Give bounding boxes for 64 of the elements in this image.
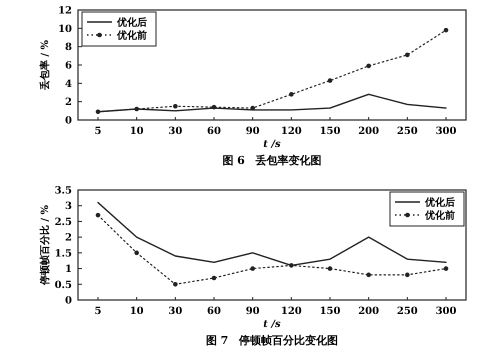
x-tick-label: 250	[396, 306, 418, 317]
x-axis-title: t /s	[263, 319, 282, 330]
x-tick-label: 30	[168, 306, 182, 317]
point	[212, 104, 216, 110]
point	[134, 106, 139, 112]
y-tick-label: 0	[65, 116, 72, 126]
text: 图 7 停顿帧百分比变化图	[206, 334, 338, 347]
point	[444, 266, 448, 271]
y-axis-title: 停顿帧百分比 / %	[39, 204, 51, 286]
y-tick-label: 2	[65, 232, 72, 244]
y-tick-label: 1.5	[54, 248, 72, 260]
point	[134, 250, 139, 256]
x-tick-label: 200	[358, 306, 380, 317]
y-tick-label: 0	[65, 296, 72, 306]
point	[328, 78, 332, 83]
y-tick-label: 2.5	[54, 216, 72, 228]
y-tick-label: 1	[65, 264, 72, 276]
point	[405, 52, 410, 58]
point	[366, 64, 371, 68]
y-tick-label: 3	[65, 201, 72, 212]
x-tick-label: 10	[130, 126, 144, 137]
y-axis-title: 丢包率 / %	[39, 39, 51, 92]
y-tick-label: 4	[65, 78, 72, 90]
y-tick-label: 12	[58, 6, 72, 16]
legend-label: 优化后	[424, 196, 455, 208]
x-axis-title: t /s	[263, 139, 282, 150]
text: 图 6 丢包率变化图	[222, 154, 322, 167]
x-tick-label: 5	[94, 126, 102, 137]
x-tick-label: 60	[207, 126, 221, 137]
x-tick-label: 5	[94, 306, 102, 317]
x-tick-label: 250	[396, 126, 418, 137]
point	[96, 212, 100, 218]
x-tick-label: 120	[280, 306, 302, 317]
x-tick-label: 300	[436, 306, 456, 317]
point	[96, 109, 100, 114]
legend-label: 优化前	[116, 30, 147, 42]
point	[289, 92, 294, 97]
point	[250, 266, 255, 271]
point	[444, 28, 448, 32]
x-tick-label: 200	[358, 126, 380, 137]
legend-label: 优化前	[424, 210, 455, 222]
point	[212, 276, 216, 280]
x-tick-label: 30	[168, 126, 182, 137]
x-tick-label: 90	[246, 306, 260, 317]
x-tick-label: 120	[280, 126, 302, 137]
legend-label: 优化后	[116, 16, 147, 28]
point	[289, 263, 294, 268]
x-tick-label: 150	[320, 126, 340, 137]
x-tick-label: 10	[130, 306, 144, 317]
point	[366, 272, 371, 278]
point	[328, 266, 332, 271]
x-tick-label: 90	[246, 126, 260, 137]
x-tick-label: 150	[320, 306, 340, 317]
x-tick-label: 60	[207, 306, 221, 317]
x-tick-label: 300	[436, 126, 456, 137]
point	[173, 104, 178, 109]
y-tick-label: 2	[65, 97, 72, 108]
y-tick-label: 0.5	[54, 280, 72, 291]
y-tick-label: 3.5	[54, 186, 72, 196]
point	[405, 272, 410, 278]
y-tick-label: 6	[65, 60, 72, 72]
y-tick-label: 8	[65, 42, 72, 54]
y-tick-label: 10	[58, 24, 72, 35]
point	[173, 282, 178, 287]
